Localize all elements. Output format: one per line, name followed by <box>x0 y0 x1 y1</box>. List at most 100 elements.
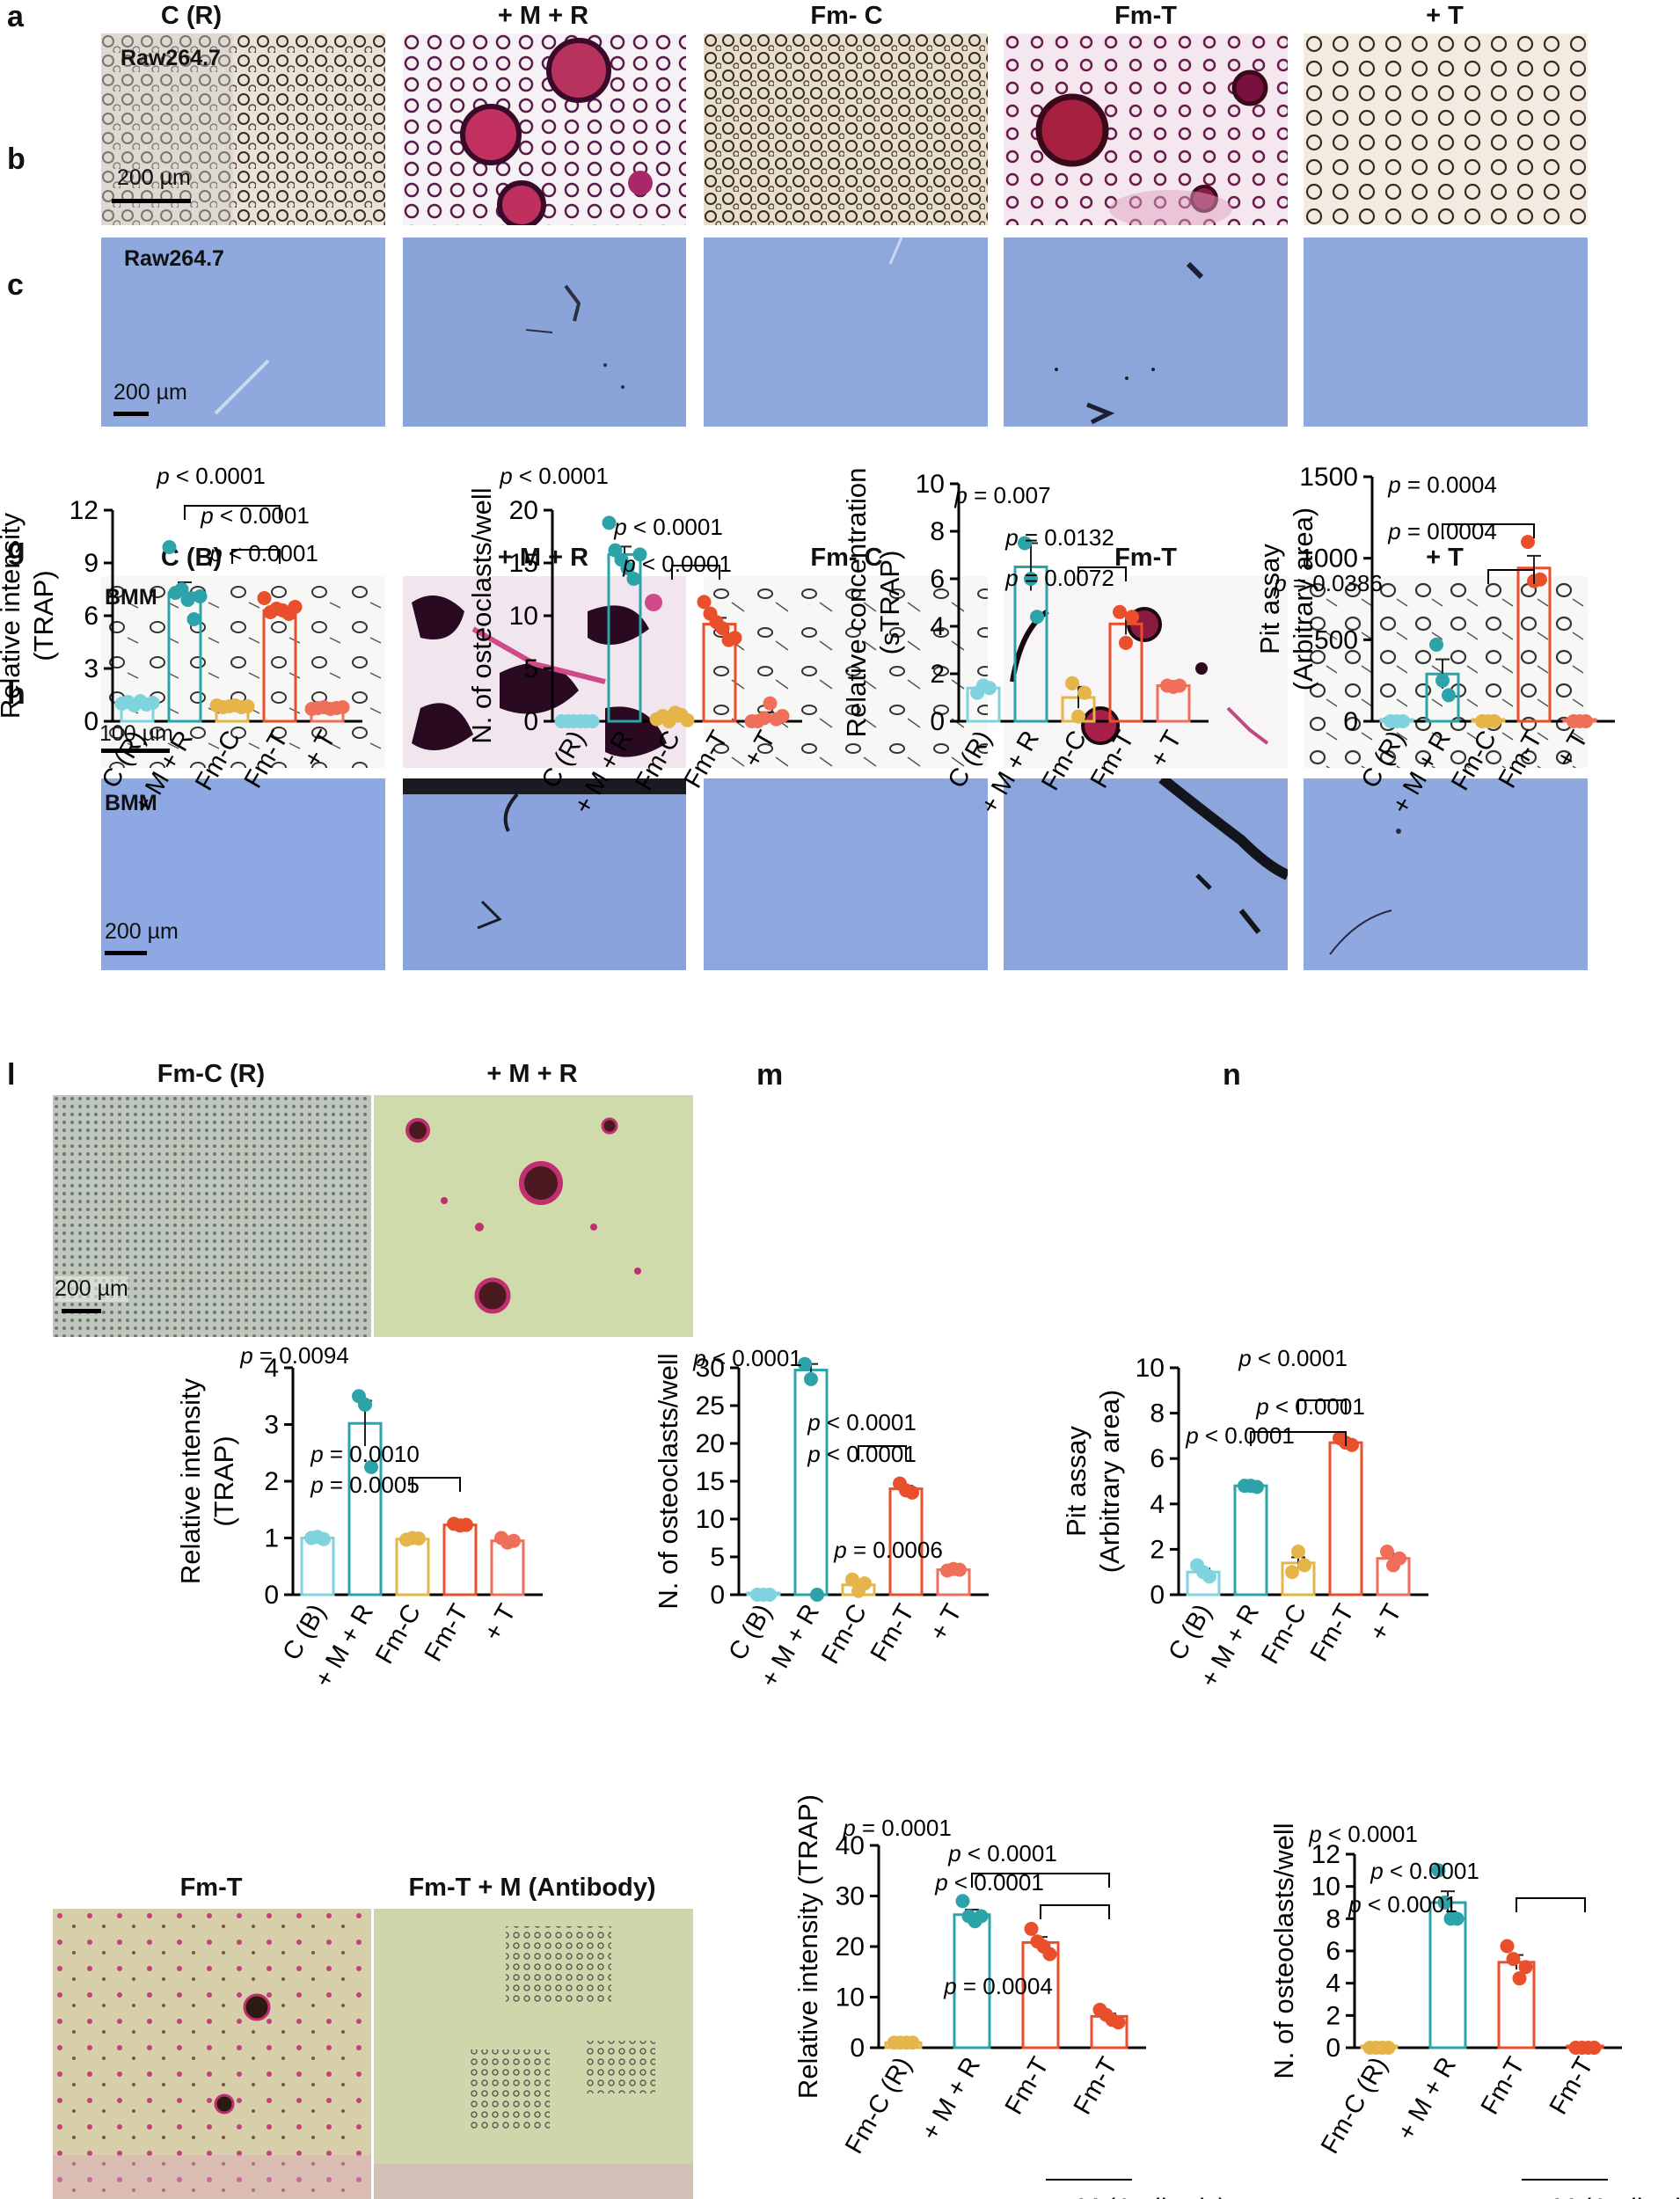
col-title-l-3: Fm-T <box>179 1874 243 1902</box>
significance-bracket <box>971 1873 1110 1888</box>
pit-texture <box>888 237 903 265</box>
osteoclast-stain <box>53 1909 371 2199</box>
p-value-label: p = 0.0132 <box>1004 524 1114 551</box>
p-value-label: p < 0.0001 <box>1255 1393 1365 1420</box>
x-tick-label: Fm-C <box>190 727 246 796</box>
y-tick-label: 6 <box>1150 1444 1165 1473</box>
y-tick-label: 1000 <box>1299 544 1358 573</box>
data-point <box>1487 714 1501 728</box>
data-point <box>1345 1437 1359 1452</box>
data-point <box>632 547 647 562</box>
data-point <box>1285 1565 1299 1580</box>
y-axis-label: Relative intensity <box>175 1377 206 1584</box>
x-tick-label: + T <box>1364 1599 1407 1646</box>
y-tick-label: 0 <box>930 707 945 736</box>
significance-bracket <box>231 549 281 564</box>
bar <box>262 609 297 723</box>
col-title-g-5: + T <box>1426 544 1464 572</box>
y-tick-label: 10 <box>1311 1873 1340 1902</box>
micrograph-h-2 <box>403 778 686 970</box>
x-tick-label: + T <box>478 1599 522 1646</box>
micrograph-h-1: BMM 200 µm <box>101 778 385 970</box>
x-tick-label: Fm-T <box>1305 1599 1360 1666</box>
data-point <box>1587 2041 1602 2055</box>
pit-texture <box>1055 261 1204 425</box>
micrograph-a-3 <box>704 33 988 225</box>
group-label: + M (Antibody) <box>1530 2194 1680 2199</box>
significance-bracket <box>1250 1431 1347 1446</box>
y-axis-label: (TRAP) <box>28 570 59 661</box>
p-value-label: p < 0.0001 <box>947 1840 1057 1867</box>
y-tick-label: 20 <box>696 1429 725 1458</box>
y-axis-label: Relative intensity <box>0 512 26 719</box>
data-point <box>1381 2041 1396 2055</box>
col-title-a-2: + M + R <box>497 2 589 30</box>
data-point <box>162 540 177 554</box>
micrograph-h-3 <box>704 778 988 970</box>
bar <box>1233 1484 1268 1596</box>
p-value-label: p < 0.0001 <box>613 514 723 540</box>
x-tick-label: Fm-T <box>1494 726 1548 793</box>
significance-bracket <box>858 1445 907 1460</box>
data-point <box>1297 1558 1311 1573</box>
y-tick-label: 6 <box>84 602 99 631</box>
data-point <box>1119 635 1133 650</box>
bar <box>793 1369 829 1596</box>
y-axis-label: (Arbitrary area) <box>1094 1390 1125 1573</box>
data-point <box>1500 1939 1515 1954</box>
y-tick-label: 8 <box>1326 1904 1340 1933</box>
data-point <box>1442 688 1456 703</box>
data-point <box>858 1576 872 1591</box>
y-tick-label: 3 <box>264 1411 279 1440</box>
panel-label-l: l <box>7 1058 16 1092</box>
data-point <box>697 595 712 610</box>
bar <box>1516 566 1552 723</box>
p-value-label: p < 0.0001 <box>692 1345 802 1371</box>
data-point <box>1202 1569 1216 1584</box>
data-point <box>1431 1863 1446 1878</box>
data-point <box>1024 572 1038 586</box>
data-point <box>905 1485 919 1500</box>
data-point <box>727 631 742 646</box>
data-point <box>1437 1896 1452 1910</box>
y-axis-label: N. of osteoclasts/well <box>653 1353 683 1609</box>
data-point <box>585 714 600 728</box>
data-point <box>905 2035 920 2050</box>
data-point <box>982 681 997 696</box>
p-value-label: p < 0.0001 <box>1238 1345 1348 1371</box>
y-tick-label: 8 <box>930 517 945 546</box>
micrograph-b-3 <box>704 237 988 427</box>
data-point <box>1065 676 1079 690</box>
y-axis-label: N. of osteoclasts/well <box>466 487 497 743</box>
p-value-label: p < 0.0001 <box>1348 1891 1457 1918</box>
micrograph-g-1: BMM 100 µm <box>101 576 385 768</box>
y-tick-label: 4 <box>264 1354 279 1383</box>
chart-m: 0 10 20 30 40 Relative intensity (TRAP) Fm-C (… <box>793 1794 1227 2199</box>
x-tick-label: Fm-T <box>239 726 294 793</box>
p-value-label: p < 0.0001 <box>807 1441 917 1467</box>
panel-label-g: g <box>7 532 26 566</box>
cell-texture <box>704 576 988 768</box>
p-value-label: p < 0.0001 <box>934 1869 1044 1896</box>
micrograph-b-5 <box>1304 237 1588 427</box>
data-point <box>1396 714 1410 728</box>
significance-bracket <box>1516 1897 1586 1912</box>
data-point <box>317 1531 331 1546</box>
p-value-label: p < 0.0001 <box>156 463 266 489</box>
data-point <box>174 582 189 596</box>
osteoclast-stain <box>1004 33 1288 225</box>
x-tick-label: Fm-C <box>1256 1600 1312 1669</box>
data-point <box>1042 1947 1057 1962</box>
micrograph-l-1: 200 µm <box>53 1095 371 1337</box>
x-tick-label: Fm-C <box>816 1600 873 1669</box>
y-tick-label: 1500 <box>1299 463 1358 492</box>
data-point <box>1518 1960 1533 1975</box>
data-point <box>193 589 208 603</box>
micrograph-h-4 <box>1004 778 1288 970</box>
y-tick-label: 0 <box>710 1581 725 1610</box>
p-value-label: p = 0.0386 <box>1273 570 1383 596</box>
